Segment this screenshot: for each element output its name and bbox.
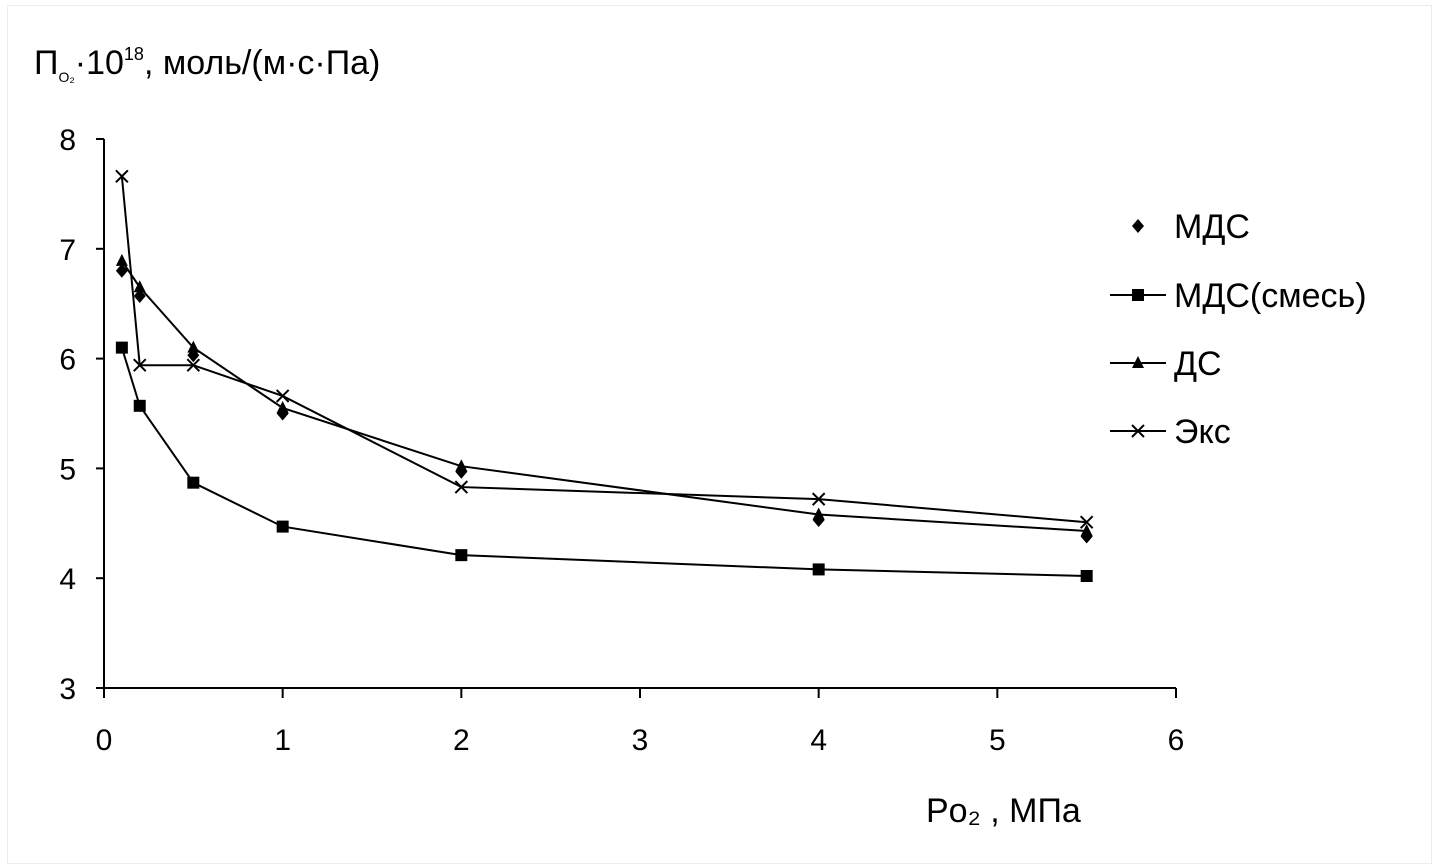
- legend-marker: [1132, 289, 1144, 301]
- data-point-1: [276, 520, 289, 533]
- y-tick-label: 4: [59, 563, 76, 596]
- y-axis-title: ПO₂·1018, моль/(м·с·Па): [34, 44, 380, 85]
- legend-marker: [1132, 356, 1144, 368]
- legend-marker: [1132, 219, 1144, 233]
- x-tick-label: 5: [989, 724, 1006, 757]
- y-tick-label: 7: [59, 234, 76, 267]
- data-point-1: [1080, 570, 1093, 583]
- data-point-3: [1079, 515, 1094, 529]
- data-point-0: [115, 263, 128, 278]
- data-point-2: [812, 507, 825, 520]
- legend-label: МДС(смесь): [1174, 277, 1367, 315]
- x-tick-label: 0: [96, 724, 113, 757]
- plot-area: 3 4 5 6 7 8 0 1 2 3 4 5 6: [59, 124, 1184, 757]
- data-point-0: [812, 513, 825, 528]
- y-tick-label: 6: [59, 344, 76, 377]
- data-point-3: [275, 389, 290, 403]
- series-line-1: [120, 347, 1087, 578]
- data-point-3: [133, 358, 147, 372]
- x-tick-label: 2: [453, 724, 470, 757]
- data-point-0: [133, 289, 146, 304]
- data-point-3: [186, 358, 201, 372]
- data-point-2: [455, 459, 468, 472]
- data-point-1: [455, 549, 468, 562]
- data-point-3: [454, 480, 469, 494]
- legend-label: Экс: [1174, 413, 1231, 451]
- legend-label: ДС: [1174, 345, 1222, 383]
- data-point-2: [115, 253, 128, 266]
- data-point-2: [187, 340, 200, 353]
- x-tick-label: 6: [1168, 724, 1185, 757]
- y-tick-label: 3: [59, 673, 76, 706]
- data-point-1: [133, 399, 146, 412]
- x-axis-title: Po₂ , МПа: [926, 792, 1081, 830]
- chart-svg: ПO₂·1018, моль/(м·с·Па) Po₂ , МПа 3 4 5 6 7 8…: [34, 44, 1367, 830]
- x-tick-label: 1: [274, 724, 291, 757]
- data-point-1: [187, 476, 200, 489]
- data-point-3: [811, 492, 826, 506]
- data-point-1: [115, 341, 128, 354]
- legend: МДС МДС(смесь) ДС Экс: [1110, 208, 1367, 451]
- chart-frame: ПO₂·1018, моль/(м·с·Па) Po₂ , МПа 3 4 5 6 7 8…: [7, 5, 1432, 864]
- legend-label: МДС: [1174, 208, 1250, 246]
- data-point-1: [812, 563, 825, 576]
- x-tick-label: 4: [810, 724, 827, 757]
- series-line-2: [121, 260, 1087, 532]
- data-point-2: [1080, 523, 1093, 536]
- data-point-2: [133, 280, 146, 293]
- series-line-3: [120, 176, 1087, 524]
- y-tick-label: 8: [59, 124, 76, 157]
- y-tick-label: 5: [59, 453, 76, 486]
- data-point-3: [115, 169, 129, 184]
- legend-marker: [1131, 424, 1145, 438]
- x-tick-label: 3: [632, 724, 649, 757]
- data-point-2: [276, 401, 289, 414]
